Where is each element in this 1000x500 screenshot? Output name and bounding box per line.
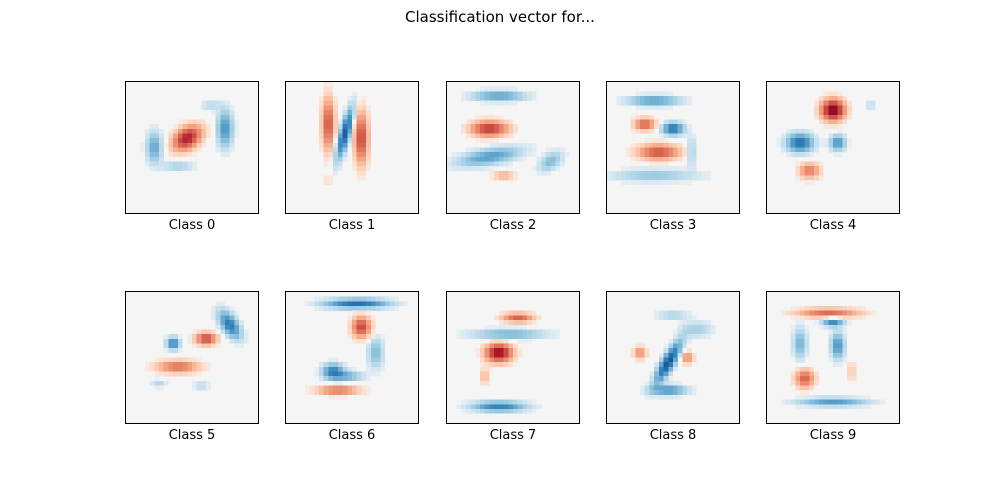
subplot-label: Class 3 <box>649 218 697 233</box>
subplot-label: Class 8 <box>649 428 697 443</box>
subplot-label: Class 5 <box>168 428 216 443</box>
subplot-class-7: Class 7 <box>446 291 580 443</box>
heatmap-class-6 <box>285 291 419 424</box>
subplot-class-5: Class 5 <box>125 291 259 443</box>
heatmap-class-9 <box>766 291 900 424</box>
heatmap-class-0 <box>125 81 259 214</box>
figure-title: Classification vector for... <box>405 8 595 26</box>
subplot-label: Class 0 <box>168 218 216 233</box>
subplot-class-4: Class 4 <box>766 81 900 233</box>
subplot-class-8: Class 8 <box>606 291 740 443</box>
heatmap-class-1 <box>285 81 419 214</box>
subplot-label: Class 2 <box>489 218 537 233</box>
subplot-class-1: Class 1 <box>285 81 419 233</box>
subplot-class-9: Class 9 <box>766 291 900 443</box>
subplot-label: Class 4 <box>809 218 857 233</box>
subplot-class-0: Class 0 <box>125 81 259 233</box>
heatmap-class-2 <box>446 81 580 214</box>
heatmap-class-4 <box>766 81 900 214</box>
heatmap-class-5 <box>125 291 259 424</box>
subplot-class-2: Class 2 <box>446 81 580 233</box>
heatmap-class-3 <box>606 81 740 214</box>
subplot-label: Class 7 <box>489 428 537 443</box>
heatmap-class-8 <box>606 291 740 424</box>
subplot-label: Class 6 <box>328 428 376 443</box>
subplot-label: Class 9 <box>809 428 857 443</box>
subplot-class-3: Class 3 <box>606 81 740 233</box>
subplot-class-6: Class 6 <box>285 291 419 443</box>
subplot-label: Class 1 <box>328 218 376 233</box>
heatmap-class-7 <box>446 291 580 424</box>
